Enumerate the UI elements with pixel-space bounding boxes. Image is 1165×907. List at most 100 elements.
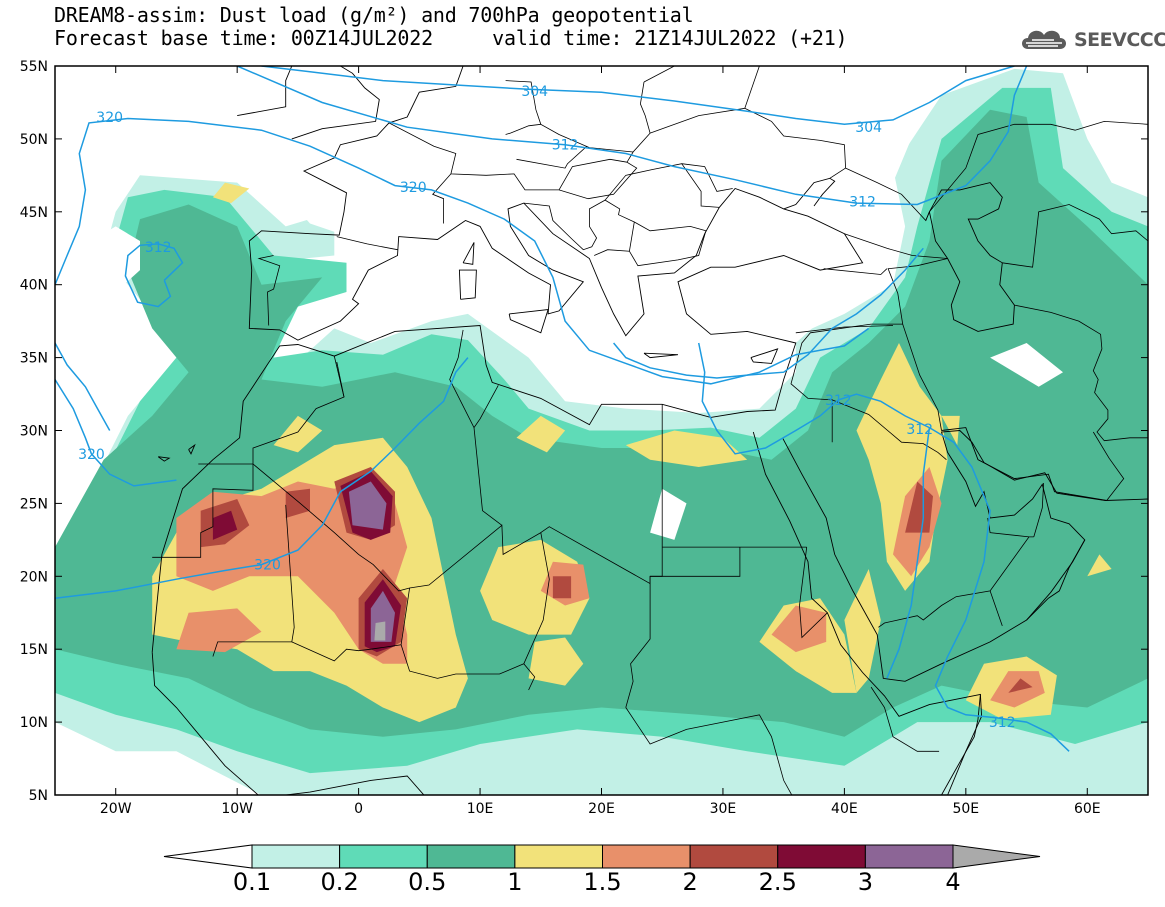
country-border bbox=[388, 81, 651, 200]
colorbar-swatch bbox=[689, 844, 779, 869]
country-border bbox=[594, 230, 707, 267]
country-border bbox=[790, 323, 872, 443]
country-border bbox=[887, 258, 948, 325]
colorbar-low-triangle bbox=[163, 844, 253, 869]
lat-tick-label: 20N bbox=[20, 569, 48, 585]
dust-region-level-4 bbox=[771, 605, 827, 653]
country-border bbox=[650, 547, 741, 577]
country-border bbox=[1092, 431, 1125, 501]
geopotential-contour bbox=[55, 342, 111, 431]
lon-tick-label: 60E bbox=[1074, 801, 1101, 817]
country-border bbox=[925, 120, 1148, 221]
lon-tick-label: 40E bbox=[831, 801, 858, 817]
coastline bbox=[151, 652, 425, 795]
contour-label: 320 bbox=[254, 558, 281, 574]
contour-label: 320 bbox=[78, 447, 105, 463]
colorbar-swatch bbox=[602, 844, 691, 869]
geopotential-contour bbox=[886, 427, 931, 679]
colorbar-label: 2.5 bbox=[758, 868, 797, 896]
lat-tick-label: 30N bbox=[20, 424, 48, 440]
country-border bbox=[473, 385, 499, 428]
dust-region-level-3 bbox=[1087, 554, 1112, 577]
lat-tick-label: 5N bbox=[29, 788, 48, 804]
country-border bbox=[1014, 304, 1148, 442]
dust-region-level-5 bbox=[552, 576, 572, 599]
country-border bbox=[878, 536, 1034, 628]
country-border bbox=[799, 547, 828, 639]
contour-label: 304 bbox=[855, 120, 882, 136]
lat-tick-label: 50N bbox=[20, 132, 48, 148]
country-border bbox=[649, 107, 847, 179]
colorbar-label: 1 bbox=[507, 868, 523, 896]
country-border bbox=[870, 686, 940, 752]
lat-tick-label: 25N bbox=[20, 496, 48, 512]
colorbar-swatch bbox=[251, 844, 341, 869]
coastline bbox=[291, 66, 380, 140]
colorbar-swatch bbox=[426, 844, 516, 869]
colorbar-high-triangle bbox=[952, 844, 1041, 869]
dust-region-level-3 bbox=[212, 182, 250, 204]
country-border bbox=[432, 173, 452, 224]
country-border bbox=[558, 158, 628, 191]
country-border bbox=[336, 236, 398, 251]
country-border bbox=[871, 323, 942, 431]
coastlines-and-borders bbox=[151, 66, 1148, 795]
contour-label: 312 bbox=[825, 393, 852, 409]
dust-region-level-3 bbox=[844, 569, 881, 693]
coastline bbox=[508, 308, 549, 334]
colorbar bbox=[163, 844, 1041, 869]
clear-region bbox=[79, 226, 140, 297]
country-border bbox=[505, 123, 541, 135]
colorbar-swatch bbox=[514, 844, 603, 869]
brand-logo: SEEVCCC bbox=[1018, 25, 1165, 55]
dust-region-level-3 bbox=[273, 415, 323, 453]
country-border bbox=[152, 463, 254, 558]
geopotential-contour bbox=[55, 379, 177, 487]
country-border bbox=[844, 233, 948, 259]
coastline bbox=[188, 443, 196, 455]
title-line-2: Forecast base time: 00Z14JUL2022 valid t… bbox=[54, 26, 848, 50]
coastline bbox=[458, 269, 477, 300]
country-border bbox=[832, 399, 947, 461]
contour-label: 312 bbox=[145, 240, 172, 256]
country-border bbox=[795, 325, 894, 334]
country-border bbox=[516, 145, 588, 169]
geopotential-contour bbox=[55, 357, 469, 599]
contour-label: 320 bbox=[400, 180, 427, 196]
lon-tick-label: 10E bbox=[467, 801, 494, 817]
lat-tick-label: 10N bbox=[20, 715, 48, 731]
map-title: DREAM8-assim: Dust load (g/m²) and 700hP… bbox=[54, 4, 848, 50]
axis-ticks: 55N 50N 45N 40N 35N 30N 25N 20N 15N 10N 5N 20W 10W 0 1… bbox=[20, 59, 1148, 817]
colorbar-swatch bbox=[864, 844, 954, 869]
colorbar-label: 3 bbox=[857, 868, 874, 896]
country-border bbox=[400, 644, 524, 679]
lon-tick-label: 10W bbox=[221, 801, 253, 817]
colorbar-labels: 0.1 0.2 0.5 1 1.5 2 2.5 3 4 bbox=[0, 868, 1165, 898]
contour-label: 312 bbox=[849, 195, 876, 211]
contour-label: 304 bbox=[521, 84, 548, 100]
coastline bbox=[947, 694, 983, 795]
contour-label: 320 bbox=[96, 110, 123, 126]
country-border bbox=[823, 268, 888, 275]
colorbar-label: 4 bbox=[945, 868, 961, 896]
lat-tick-label: 40N bbox=[20, 278, 48, 294]
country-border bbox=[989, 590, 1003, 627]
lon-tick-label: 20W bbox=[100, 801, 132, 817]
coastline bbox=[1026, 539, 1086, 621]
coastline bbox=[643, 352, 679, 359]
country-border bbox=[625, 707, 793, 795]
contour-label: 312 bbox=[552, 138, 579, 154]
dust-region-level-7 bbox=[348, 481, 387, 530]
lon-tick-label: 0 bbox=[354, 801, 363, 817]
dust-region-level-3 bbox=[528, 637, 584, 686]
valid-time: valid time: 21Z14JUL2022 (+21) bbox=[492, 26, 848, 50]
clear-region bbox=[990, 343, 1063, 387]
geopotential-contours bbox=[55, 66, 1070, 752]
dust-region-level-3 bbox=[941, 415, 960, 446]
coastline bbox=[151, 66, 864, 653]
colorbar-label: 2 bbox=[682, 868, 698, 896]
forecast-base-time: Forecast base time: 00Z14JUL2022 bbox=[54, 26, 433, 50]
coastline bbox=[157, 456, 171, 462]
coastline bbox=[462, 242, 475, 265]
contour-label: 312 bbox=[906, 422, 933, 438]
